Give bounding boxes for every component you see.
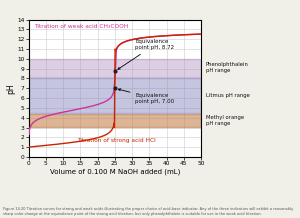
Text: Equivalence
point pH, 7.00: Equivalence point pH, 7.00: [118, 89, 175, 104]
Bar: [28, 59, 201, 77]
Text: Titration of strong acid HCl: Titration of strong acid HCl: [77, 138, 156, 143]
X-axis label: Volume of 0.100 M NaOH added (mL): Volume of 0.100 M NaOH added (mL): [50, 169, 180, 175]
Text: Equivalence
point pH, 8.72: Equivalence point pH, 8.72: [118, 39, 175, 69]
Text: Figure 14.20 Titration curves for strong and weak acids illustrating the proper : Figure 14.20 Titration curves for strong…: [3, 207, 293, 216]
Y-axis label: pH: pH: [7, 83, 16, 94]
Bar: [28, 78, 201, 113]
Text: Methyl orange
pH range: Methyl orange pH range: [206, 115, 244, 126]
Text: Litmus pH range: Litmus pH range: [206, 93, 249, 98]
Text: Titration of weak acid CH₃COOH: Titration of weak acid CH₃COOH: [34, 24, 128, 29]
Text: Phenolphthalein
pH range: Phenolphthalein pH range: [206, 62, 248, 73]
Bar: [28, 114, 201, 126]
